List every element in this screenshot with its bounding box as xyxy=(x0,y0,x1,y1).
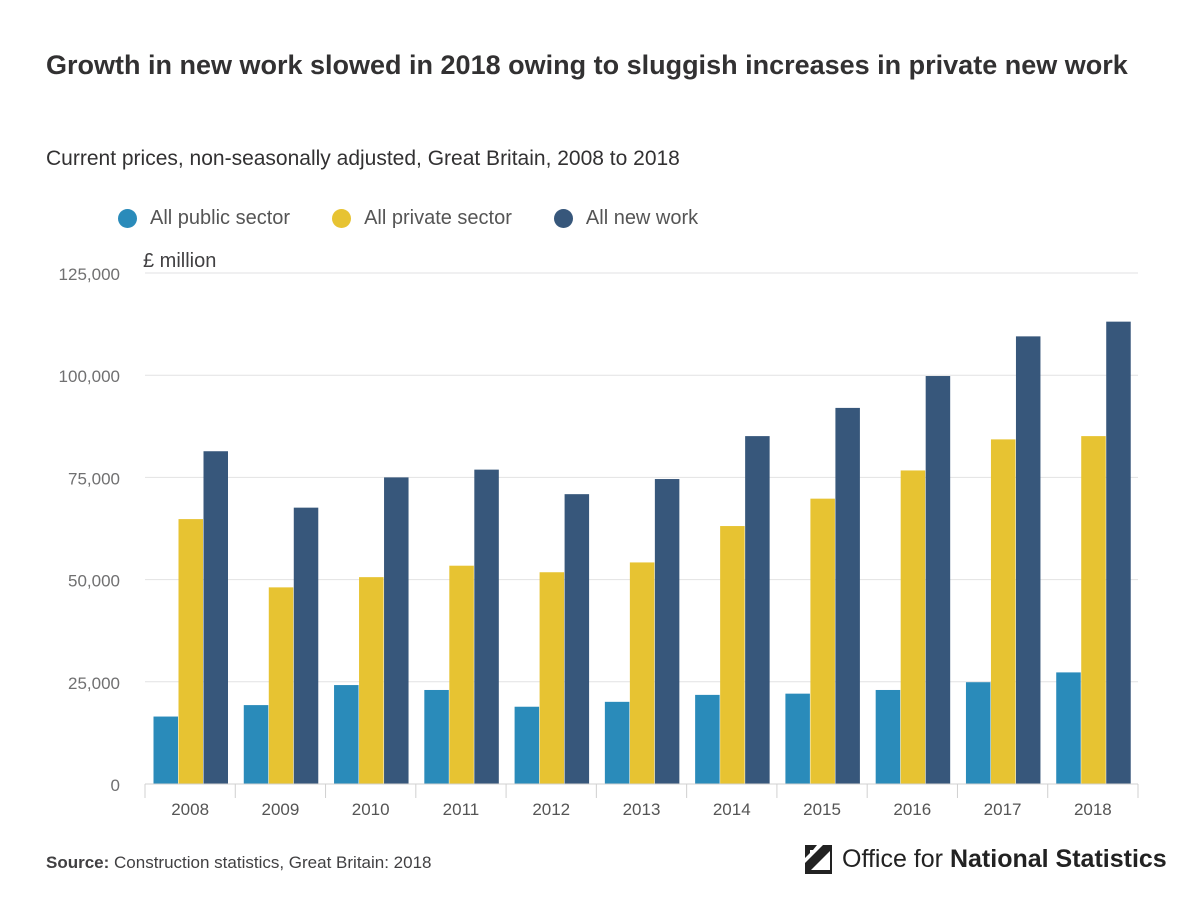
bar-all-new-work-2009 xyxy=(293,507,319,784)
legend-item-public[interactable]: All public sector xyxy=(118,207,290,230)
bar-all-private-sector-2018 xyxy=(1081,436,1106,784)
bar-all-private-sector-2013 xyxy=(629,562,655,784)
bar-chart: 0 25,000 50,000 75,000 100,000 125,000 £ milli… xyxy=(59,250,1139,819)
bar-all-new-work-2018 xyxy=(1106,321,1131,784)
bar-all-private-sector-2016 xyxy=(900,470,926,784)
source-label: Source: xyxy=(46,853,110,872)
y-tick-label: 75,000 xyxy=(68,469,120,488)
bar-all-new-work-2011 xyxy=(474,469,499,784)
legend-swatch-all xyxy=(553,208,573,228)
bar-all-new-work-2017 xyxy=(1015,336,1041,784)
y-tick-label: 50,000 xyxy=(68,572,120,591)
bar-all-public-sector-2017 xyxy=(965,682,991,784)
bar-all-new-work-2014 xyxy=(745,436,770,784)
bar-all-public-sector-2008 xyxy=(153,716,178,784)
bar-all-public-sector-2013 xyxy=(604,701,630,784)
y-tick-label: 0 xyxy=(111,776,120,795)
x-tick-label: 2018 xyxy=(1074,800,1112,819)
legend: All public sector All private sector All… xyxy=(118,204,740,232)
legend-label-all: All new work xyxy=(585,206,699,229)
bar-all-public-sector-2016 xyxy=(875,689,901,784)
bar-all-public-sector-2014 xyxy=(695,694,720,784)
logo-text-office: Office for xyxy=(842,845,943,873)
bar-all-private-sector-2011 xyxy=(449,565,474,784)
bar-all-public-sector-2009 xyxy=(243,705,269,784)
bar-all-private-sector-2012 xyxy=(539,572,565,784)
x-tick-label: 2011 xyxy=(443,800,480,819)
bar-all-private-sector-2014 xyxy=(720,526,745,784)
ons-logo-icon xyxy=(805,845,832,874)
y-tick-label: 25,000 xyxy=(68,674,120,693)
y-tick-label: 100,000 xyxy=(59,367,120,386)
y-tick-label: 125,000 xyxy=(59,265,120,284)
bar-all-public-sector-2018 xyxy=(1056,672,1081,784)
x-tick-label: 2009 xyxy=(261,800,299,819)
x-tick-label: 2015 xyxy=(803,800,841,819)
bar-all-new-work-2013 xyxy=(654,479,680,784)
legend-label-private: All private sector xyxy=(364,206,512,229)
bar-all-public-sector-2015 xyxy=(785,693,810,784)
logo-text-national-statistics: National Statistics xyxy=(949,845,1167,873)
y-axis-label: £ million xyxy=(143,250,216,272)
ons-logo: Office for National Statistics xyxy=(803,843,1167,876)
bar-all-public-sector-2012 xyxy=(514,706,540,784)
bar-all-private-sector-2017 xyxy=(990,439,1016,784)
x-tick-label: 2008 xyxy=(171,800,209,819)
bar-all-private-sector-2009 xyxy=(268,587,294,784)
chart-title: Growth in new work slowed in 2018 owing … xyxy=(46,50,1128,80)
x-tick-label: 2016 xyxy=(893,800,931,819)
source-text: Construction statistics, Great Britain: … xyxy=(109,853,432,872)
bar-all-public-sector-2010 xyxy=(334,685,359,784)
bar-all-private-sector-2010 xyxy=(359,577,384,784)
chart-subtitle: Current prices, non-seasonally adjusted,… xyxy=(46,147,680,170)
bar-all-new-work-2016 xyxy=(925,376,951,784)
x-tick-label: 2014 xyxy=(713,800,751,819)
x-tick-label: 2017 xyxy=(984,800,1022,819)
legend-item-all[interactable]: All new work xyxy=(553,206,699,230)
x-tick-label: 2012 xyxy=(532,800,570,819)
bar-all-new-work-2012 xyxy=(564,494,590,784)
bar-all-public-sector-2011 xyxy=(424,689,449,784)
legend-swatch-public xyxy=(118,208,137,228)
source-note: Source: Construction statistics, Great B… xyxy=(46,853,432,873)
x-tick-label: 2010 xyxy=(352,800,390,819)
legend-label-public: All public sector xyxy=(150,206,291,229)
bar-all-new-work-2010 xyxy=(384,477,409,784)
x-tick-label: 2013 xyxy=(623,800,661,819)
bar-all-new-work-2008 xyxy=(203,451,228,784)
bar-all-new-work-2015 xyxy=(835,407,860,784)
legend-swatch-private xyxy=(332,208,352,228)
bar-all-private-sector-2015 xyxy=(810,498,835,784)
bar-all-private-sector-2008 xyxy=(178,519,203,784)
legend-item-private[interactable]: All private sector xyxy=(332,207,512,230)
